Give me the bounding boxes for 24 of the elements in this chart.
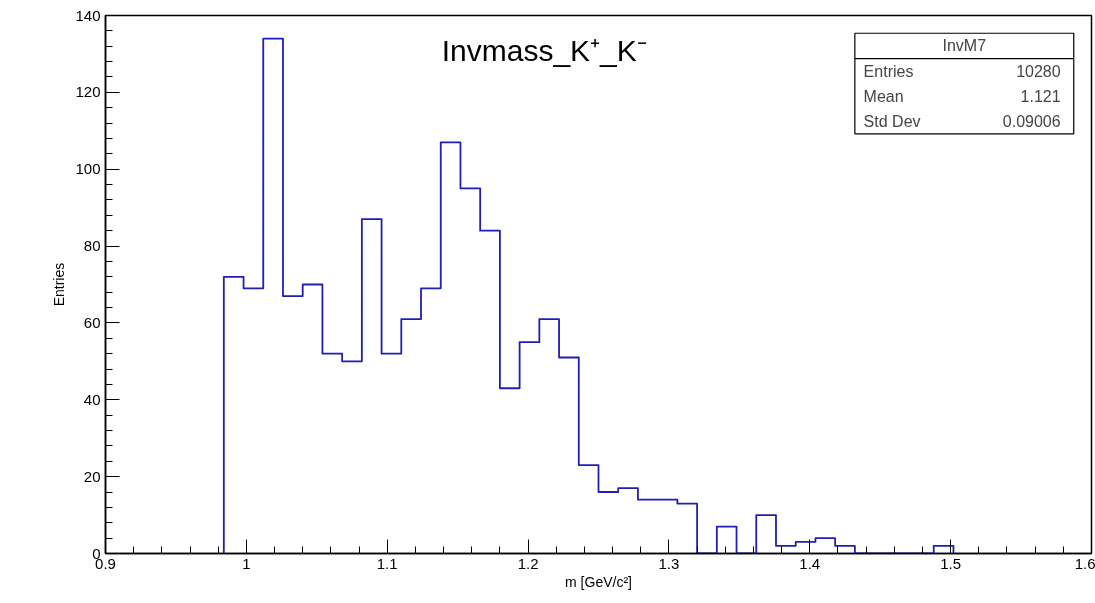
y-tick-label: 40 [83,390,101,408]
x-tick-label: 1 [242,554,251,572]
annotation: InvM7 [942,37,987,55]
annotation: 10280 [1016,63,1061,81]
y-tick-label: 120 [75,83,101,101]
annotation: Entries [863,62,914,80]
x-axis-title: m [GeV/c²] [565,573,632,590]
y-tick-label: 20 [83,467,101,485]
annotation: Mean [863,87,904,105]
y-axis-title: Entries [51,262,68,307]
x-tick-label: 1.6 [1074,554,1095,572]
annotation: Std Dev [863,112,921,130]
x-tick-label: 1.2 [517,554,539,572]
x-tick-label: 1.1 [376,554,398,572]
y-tick-label: 80 [83,237,101,255]
y-tick-label: 140 [75,6,101,24]
annotation: 1.121 [1020,88,1061,106]
annotation: 0.09006 [1002,113,1061,131]
y-tick-label: 100 [75,160,101,178]
text: Invmass_K⁺_K⁻ [441,33,647,67]
y-tick-label: 60 [83,313,101,331]
x-tick-label: 1.5 [940,554,962,572]
x-tick-label: 1.4 [799,554,821,572]
x-tick-label: 1.3 [658,554,680,572]
